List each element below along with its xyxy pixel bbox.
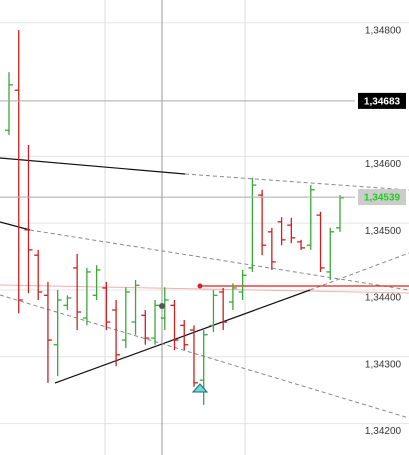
y-tick-label: 1,34300 <box>365 359 402 370</box>
price-label-box <box>358 189 406 206</box>
ray-anchor <box>197 283 203 289</box>
trend-line <box>54 289 311 384</box>
y-tick-label: 1,34600 <box>365 159 402 170</box>
signal-marker <box>191 383 209 393</box>
price-label: 1,34683 <box>364 97 401 108</box>
trend-extension <box>184 173 409 191</box>
trend-line <box>0 221 31 231</box>
crosshair-dot <box>159 303 165 309</box>
y-tick-label: 1,34500 <box>365 226 402 237</box>
y-tick-label: 1,34800 <box>365 25 402 36</box>
y-tick-label: 1,34400 <box>365 293 402 304</box>
trend-extension <box>29 229 409 291</box>
level-line <box>0 284 409 294</box>
bars <box>5 30 344 405</box>
price-label: 1,34539 <box>364 193 401 204</box>
channel-line <box>0 294 409 419</box>
trend-extension <box>309 252 409 291</box>
price-label-box <box>358 92 406 109</box>
y-tick-label: 1,34200 <box>365 426 402 437</box>
trend-line <box>0 157 186 175</box>
